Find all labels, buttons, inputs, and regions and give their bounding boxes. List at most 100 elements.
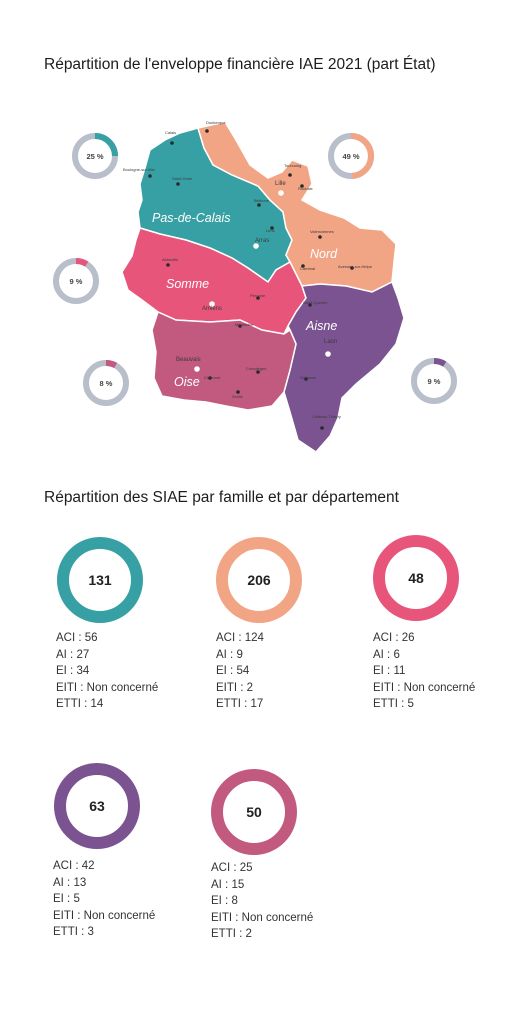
total-value: 48 xyxy=(408,570,424,586)
city-dot xyxy=(256,296,260,300)
department-ring-nord: 206 xyxy=(216,537,302,623)
region-label-somme: Somme xyxy=(166,277,209,291)
region-label-aisne: Aisne xyxy=(305,319,337,333)
total-ring xyxy=(216,537,302,623)
total-value: 206 xyxy=(247,572,271,588)
city-label: Soissons xyxy=(300,375,316,380)
donut-share-arc xyxy=(83,360,129,406)
city-dot xyxy=(300,184,304,188)
family-count: EITI : Non concerné xyxy=(211,911,314,924)
city-dot xyxy=(148,174,152,178)
family-count: ETTI : 3 xyxy=(53,926,94,939)
donut-share-arc xyxy=(328,133,374,179)
city-label: Boulogne-sur-Mer xyxy=(123,167,156,172)
city-dot xyxy=(238,324,242,328)
city-label: Valenciennes xyxy=(310,229,334,234)
city-label: Saint-Quentin xyxy=(303,300,327,305)
donut-share-arc xyxy=(72,133,118,179)
budget-donut: 9 % xyxy=(411,358,457,404)
donut-share-arc xyxy=(411,358,457,404)
city-label: Abbeville xyxy=(162,257,179,262)
city-dot xyxy=(288,173,292,177)
city-label: Amiens xyxy=(202,306,222,312)
region-aisne xyxy=(283,280,405,453)
family-count: ACI : 25 xyxy=(211,862,253,874)
city-label: Compiègne xyxy=(246,366,267,371)
city-label: Saint-Omer xyxy=(172,176,193,181)
city-dot xyxy=(350,266,354,270)
total-ring xyxy=(211,769,297,855)
family-count: ETTI : 14 xyxy=(56,698,104,711)
family-count: EITI : Non concerné xyxy=(56,681,159,694)
city-dot xyxy=(208,376,212,380)
region-label-nord: Nord xyxy=(310,247,338,261)
family-count: EITI : Non concerné xyxy=(373,681,476,694)
budget-donut: 25 % xyxy=(72,133,118,179)
donut-percent-label: 49 % xyxy=(342,152,359,161)
budget-donut: 49 % xyxy=(328,133,374,179)
donut-percent-label: 8 % xyxy=(100,379,113,388)
donut-percent-label: 25 % xyxy=(86,152,103,161)
total-ring xyxy=(57,537,143,623)
family-count: AI : 15 xyxy=(211,878,245,891)
region-label-pas-de-calais: Pas-de-Calais xyxy=(152,211,231,225)
region-label-oise: Oise xyxy=(174,375,200,389)
city-label: Péronne xyxy=(250,293,266,298)
city-dot xyxy=(304,377,308,381)
family-count: ACI : 26 xyxy=(373,632,415,644)
family-count: ETTI : 5 xyxy=(373,698,414,711)
family-count: ACI : 124 xyxy=(216,632,264,644)
family-count: AI : 27 xyxy=(56,648,90,661)
family-count: AI : 13 xyxy=(53,876,87,889)
family-count: EI : 34 xyxy=(56,665,90,678)
family-count: EITI : Non concerné xyxy=(53,909,156,922)
budget-donut: 8 % xyxy=(83,360,129,406)
city-label: Senlis xyxy=(232,394,243,399)
department-ring-aisne: 63 xyxy=(54,763,140,849)
department-stats-somme: ACI : 26 AI : 6 EI : 11 EITI : Non concerné… xyxy=(373,630,475,713)
city-label: Roubaix xyxy=(298,186,313,191)
family-count: ETTI : 2 xyxy=(211,928,252,941)
department-stats-aisne: ACI : 42 AI : 13 EI : 5 EITI : Non concerné… xyxy=(53,858,155,941)
family-count: ACI : 56 xyxy=(56,632,98,644)
total-ring xyxy=(54,763,140,849)
chart-title-families: Répartition des SIAE par famille et par … xyxy=(44,489,399,506)
city-label: Avesnes-sur-Helpe xyxy=(338,264,373,269)
city-dot xyxy=(209,301,215,307)
region-map: Pas-de-Calais Nord Somme Aisne Oise Calais Dun… xyxy=(121,120,405,453)
family-count: EI : 54 xyxy=(216,665,250,678)
city-label: Laon xyxy=(324,339,337,345)
city-label: Beauvais xyxy=(176,357,201,363)
total-value: 50 xyxy=(246,804,262,820)
family-count: ETTI : 17 xyxy=(216,698,264,711)
city-label: Dunkerque xyxy=(206,120,226,125)
city-dot xyxy=(320,426,324,430)
budget-donut: 9 % xyxy=(53,258,99,304)
department-ring-pas-de-calais: 131 xyxy=(57,537,143,623)
family-count: ACI : 42 xyxy=(53,860,95,872)
city-dot xyxy=(166,263,170,267)
city-dot xyxy=(278,190,284,196)
city-dot xyxy=(270,226,274,230)
donut-percent-label: 9 % xyxy=(428,377,441,386)
city-dot xyxy=(325,351,331,357)
city-label: Béthune xyxy=(254,198,270,203)
city-label: Montdidier xyxy=(235,322,254,327)
region-oise xyxy=(151,310,297,411)
city-dot xyxy=(253,243,259,249)
department-ring-oise: 50 xyxy=(211,769,297,855)
total-value: 63 xyxy=(89,798,105,814)
city-dot xyxy=(257,203,261,207)
family-count: EITI : 2 xyxy=(216,681,254,694)
city-dot xyxy=(205,129,209,133)
donut-share-arc xyxy=(53,258,99,304)
city-label: Château-Thierry xyxy=(312,414,341,419)
city-label: Arras xyxy=(255,238,269,244)
department-stats-pas-de-calais: ACI : 56 AI : 27 EI : 34 EITI : Non concern… xyxy=(56,630,158,713)
city-dot xyxy=(256,370,260,374)
family-count: AI : 6 xyxy=(373,648,400,661)
city-label: Lille xyxy=(275,181,286,187)
city-dot xyxy=(170,141,174,145)
region-nord xyxy=(197,121,397,293)
